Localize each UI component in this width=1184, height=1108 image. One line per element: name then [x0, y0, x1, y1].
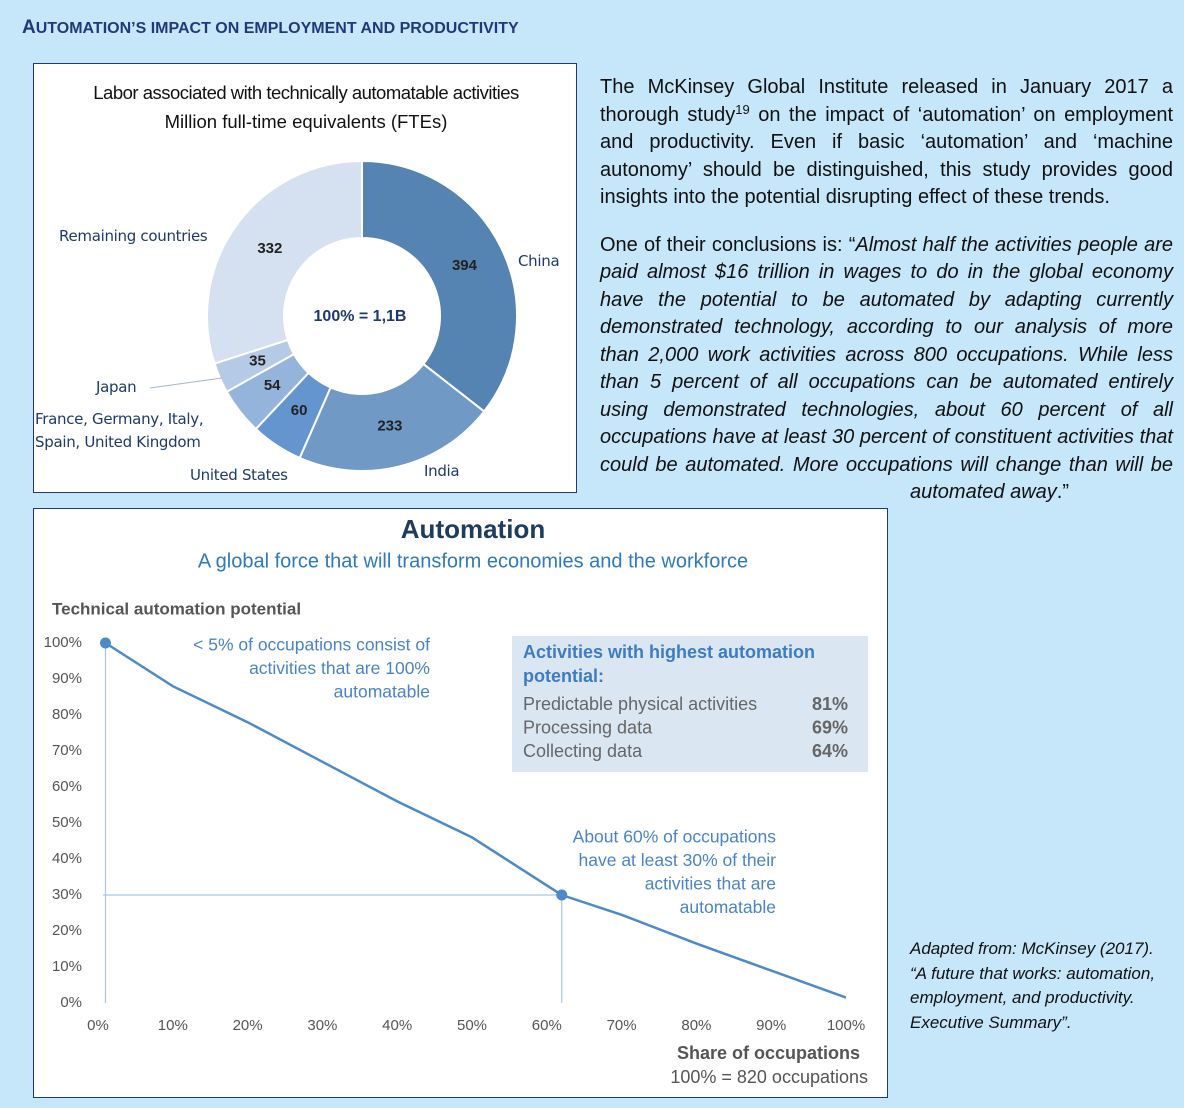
inset-label: Processing data — [523, 717, 653, 737]
annotation: automatable — [680, 897, 776, 917]
inset-value: 64% — [812, 741, 848, 761]
chart-frame — [33, 508, 888, 1098]
y-tick-label: 20% — [52, 922, 82, 939]
annotation: activities that are 100% — [249, 658, 430, 678]
point-marker — [556, 889, 568, 901]
value-label: 60 — [291, 402, 308, 419]
category-label: United States — [190, 466, 288, 484]
category-label: India — [424, 462, 460, 480]
chart-subtitle: Million full-time equivalents (FTEs) — [165, 111, 448, 132]
leader-line — [149, 377, 223, 389]
value-label: 54 — [264, 377, 281, 394]
inset-value: 81% — [812, 694, 848, 714]
x-axis-label: Share of occupations — [677, 1043, 860, 1063]
source: Adapted from: McKinsey (2017). “A future… — [910, 939, 1156, 1032]
paragraph: One of their conclusions is: “Almost hal… — [33, 232, 1173, 507]
annotation: have at least 30% of their — [579, 850, 777, 870]
x-tick-label: 30% — [307, 1017, 337, 1034]
chart-subtitle: A global force that will transform econo… — [198, 550, 748, 572]
y-tick-label: 60% — [52, 778, 82, 795]
line-series — [104, 641, 847, 999]
text-flow: The McKinsey Global Institute released i… — [33, 63, 1173, 1098]
footnote-ref: 19 — [735, 101, 750, 117]
inset-title: Activities with highest automation — [523, 642, 815, 662]
x-tick-label: 90% — [756, 1017, 786, 1034]
x-tick-label: 0% — [87, 1017, 109, 1034]
y-tick-label: 70% — [52, 742, 82, 759]
y-tick-label: 10% — [52, 958, 82, 975]
value-label: 35 — [249, 353, 266, 370]
x-tick-label: 20% — [233, 1017, 263, 1034]
y-tick-label: 50% — [52, 814, 82, 831]
point-marker — [99, 637, 111, 649]
donut-slice — [298, 362, 486, 472]
x-tick-label: 50% — [457, 1017, 487, 1034]
paragraph: The McKinsey Global Institute released i… — [33, 63, 1173, 212]
annotation: activities that are — [645, 874, 776, 894]
category-label: France, Germany, Italy, Spain, United Ki… — [35, 410, 204, 451]
chart-title: Automation — [401, 514, 545, 544]
value-label: 394 — [452, 257, 478, 274]
text: One of their conclusions is: “ — [600, 233, 856, 256]
x-tick-label: 80% — [681, 1017, 711, 1034]
value-label: 332 — [257, 240, 282, 257]
category-label: China — [518, 252, 560, 270]
inset-box — [512, 636, 868, 772]
y-tick-label: 40% — [52, 850, 82, 867]
annotation: automatable — [334, 682, 430, 702]
quote: Almost half the activities people are pa… — [600, 233, 1173, 504]
center-label: 100% = 1,1B — [314, 308, 407, 325]
annotation: < 5% of occupations consist of — [193, 635, 430, 655]
category-label: Remaining countries — [59, 227, 208, 245]
donut-slice — [361, 159, 518, 413]
x-tick-label: 10% — [158, 1017, 188, 1034]
x-tick-label: 100% — [827, 1017, 865, 1034]
x-tick-label: 70% — [607, 1017, 637, 1034]
inset-label: Predictable physical activities — [523, 694, 757, 714]
category-label: Japan — [96, 378, 137, 396]
y-tick-label: 80% — [52, 706, 82, 723]
text: on the impact of ‘automation’ on employm… — [600, 103, 1173, 209]
y-tick-label: 90% — [52, 670, 82, 687]
inset-label: Collecting data — [523, 741, 643, 761]
annotation: About 60% of occupations — [573, 827, 777, 847]
value-label: 233 — [377, 418, 402, 435]
donut-slice — [206, 159, 363, 365]
inset-value: 69% — [812, 717, 848, 737]
heading: AUTOMATION’S IMPACT ON EMPLOYMENT AND PR… — [22, 17, 519, 38]
x-axis-note: 100% = 820 occupations — [670, 1067, 868, 1087]
inset-title: potential: — [523, 666, 604, 686]
x-tick-label: 60% — [532, 1017, 562, 1034]
y-axis-label: Technical automation potential — [52, 599, 301, 618]
text: The McKinsey Global Institute released i… — [600, 76, 1173, 126]
text: .” — [1056, 481, 1069, 503]
y-tick-label: 30% — [52, 886, 82, 903]
x-tick-label: 40% — [382, 1017, 412, 1034]
chart-title: Labor associated with technically automa… — [93, 82, 519, 103]
y-tick-label: 100% — [44, 634, 82, 651]
y-tick-label: 0% — [60, 994, 82, 1011]
